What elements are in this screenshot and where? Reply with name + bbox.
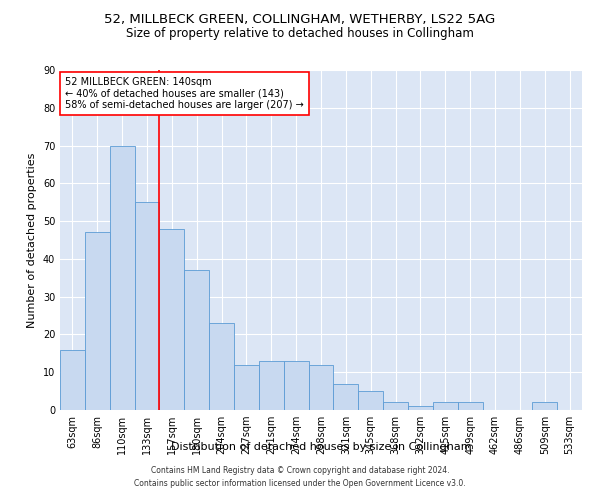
Y-axis label: Number of detached properties: Number of detached properties — [27, 152, 37, 328]
Text: 52, MILLBECK GREEN, COLLINGHAM, WETHERBY, LS22 5AG: 52, MILLBECK GREEN, COLLINGHAM, WETHERBY… — [104, 12, 496, 26]
Text: Size of property relative to detached houses in Collingham: Size of property relative to detached ho… — [126, 28, 474, 40]
Text: Distribution of detached houses by size in Collingham: Distribution of detached houses by size … — [170, 442, 472, 452]
Bar — [458, 402, 482, 410]
Bar — [85, 232, 110, 410]
Bar — [433, 402, 458, 410]
Bar — [60, 350, 85, 410]
Bar — [184, 270, 209, 410]
Text: 52 MILLBECK GREEN: 140sqm
← 40% of detached houses are smaller (143)
58% of semi: 52 MILLBECK GREEN: 140sqm ← 40% of detac… — [65, 77, 304, 110]
Bar — [358, 391, 383, 410]
Bar — [308, 364, 334, 410]
Bar — [383, 402, 408, 410]
Bar — [532, 402, 557, 410]
Bar — [284, 361, 308, 410]
Bar — [110, 146, 134, 410]
Text: Contains HM Land Registry data © Crown copyright and database right 2024.
Contai: Contains HM Land Registry data © Crown c… — [134, 466, 466, 487]
Bar — [234, 364, 259, 410]
Bar — [209, 323, 234, 410]
Bar — [408, 406, 433, 410]
Bar — [334, 384, 358, 410]
Bar — [134, 202, 160, 410]
Bar — [259, 361, 284, 410]
Bar — [160, 228, 184, 410]
